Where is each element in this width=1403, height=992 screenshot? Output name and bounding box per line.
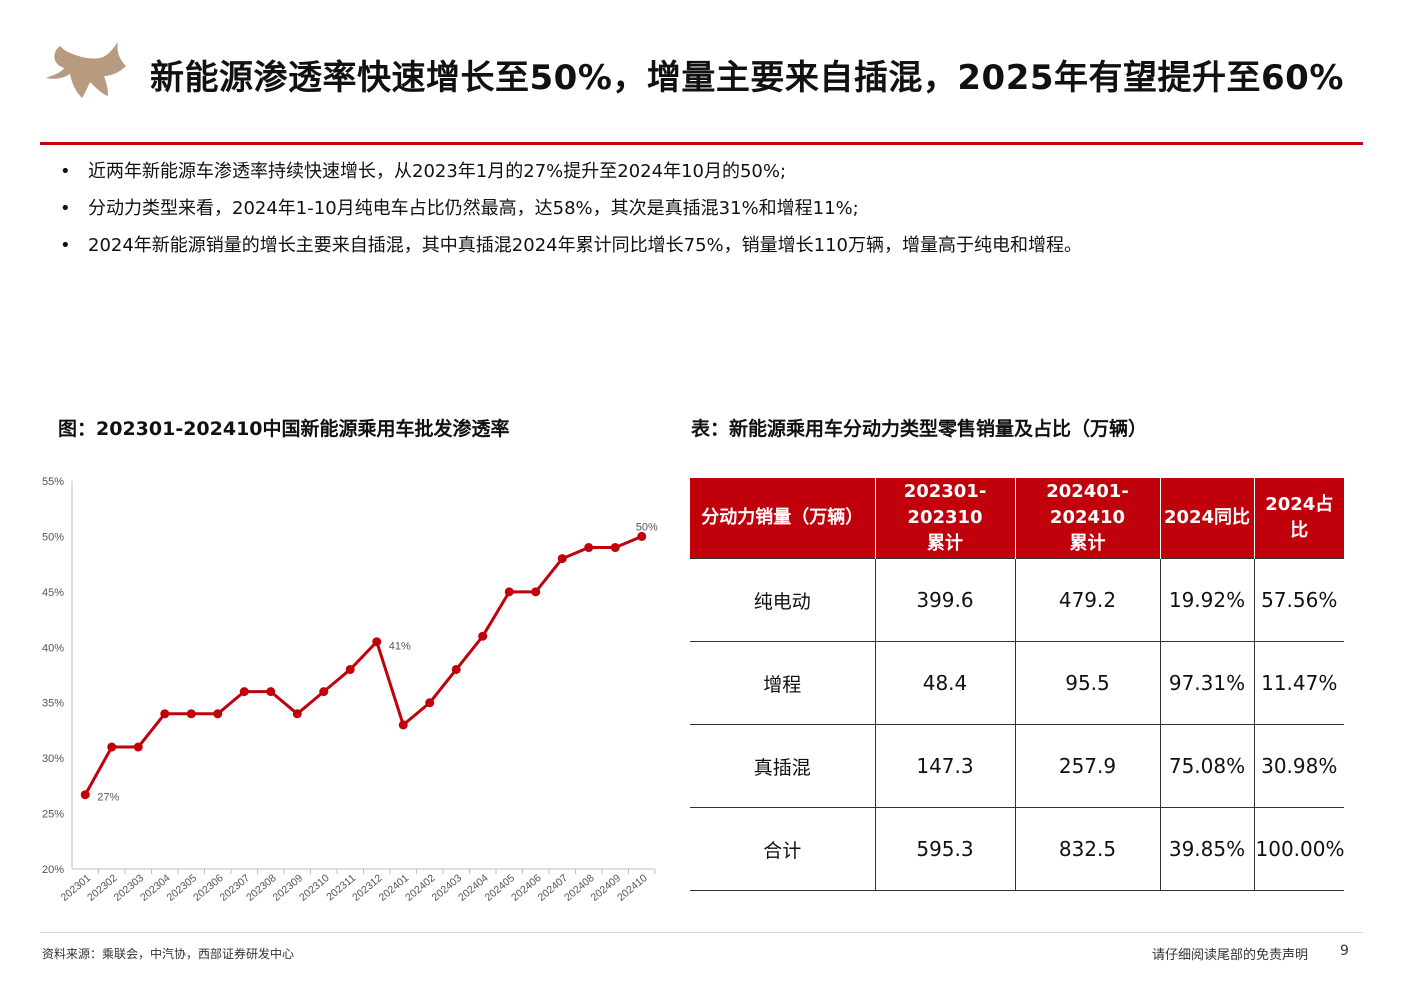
chart-title: 图：202301-202410中国新能源乘用车批发渗透率 [58, 418, 510, 440]
data-point [345, 664, 355, 674]
bullet-text: 分动力类型来看，2024年1-10月纯电车占比仍然最高，达58%，其次是真插混3… [88, 198, 859, 219]
table-cell: 11.47% [1253, 641, 1344, 725]
bullet-text: 近两年新能源车渗透率持续快速增长，从2023年1月的27%提升至2024年10月… [88, 161, 787, 182]
data-point [186, 709, 196, 719]
table-cell: 147.3 [874, 724, 1015, 808]
table-cell: 75.08% [1159, 724, 1254, 808]
x-tick-label: 202310 [297, 872, 332, 904]
data-point [637, 531, 647, 541]
table-cell: 399.6 [874, 558, 1015, 642]
table-cell: 48.4 [874, 641, 1015, 725]
data-point [425, 698, 435, 708]
data-point [266, 687, 276, 697]
table-cell: 97.31% [1159, 641, 1254, 725]
y-tick-label: 55% [42, 476, 64, 488]
data-point [584, 543, 594, 553]
table-title: 表：新能源乘用车分动力类型零售销量及占比（万辆） [691, 418, 1148, 440]
title-divider [40, 142, 1363, 145]
data-point [133, 742, 143, 752]
table-row: 纯电动 399.6 479.2 19.92% 57.56% [690, 558, 1344, 642]
table-row: 合计 595.3 832.5 39.85% 100.00% [690, 807, 1344, 891]
data-point [478, 631, 488, 641]
table-header-cell: 202401-202410 累计 [1014, 478, 1160, 559]
data-point [213, 709, 223, 719]
table-cell: 30.98% [1253, 724, 1344, 808]
data-label: 50% [636, 521, 658, 533]
data-label: 27% [97, 792, 119, 804]
penetration-line-chart: 20%25%30%35%40%45%50%55%2023012023022023… [42, 476, 658, 904]
table-cell: 95.5 [1014, 641, 1160, 725]
data-point [557, 554, 567, 564]
y-tick-label: 50% [42, 531, 64, 543]
data-point [451, 664, 461, 674]
data-point [398, 720, 408, 730]
bullet-text: 2024年新能源销量的增长主要来自插混，其中真插混2024年累计同比增长75%，… [88, 235, 1082, 256]
bullet-item: • 近两年新能源车渗透率持续快速增长，从2023年1月的27%提升至2024年1… [58, 153, 1358, 190]
table-cell-type: 纯电动 [690, 558, 875, 642]
y-tick-label: 20% [42, 864, 64, 876]
data-point [531, 587, 541, 597]
sales-table: 分动力销量（万辆） 202301-202310 累计 202401-202410 累… [690, 478, 1344, 891]
bullet-marker: • [60, 198, 71, 219]
data-point [319, 687, 329, 697]
bullet-marker: • [60, 235, 71, 256]
data-point [504, 587, 514, 597]
y-tick-label: 40% [42, 642, 64, 654]
data-point [610, 543, 620, 553]
y-tick-label: 30% [42, 753, 64, 765]
table-cell: 100.00% [1253, 807, 1344, 891]
series-line [83, 535, 643, 796]
table-cell-type: 增程 [690, 641, 875, 725]
page-title: 新能源渗透率快速增长至50%，增量主要来自插混，2025年有望提升至60% [150, 58, 1344, 98]
page-number: 9 [1340, 943, 1349, 959]
table-row: 真插混 147.3 257.9 75.08% 30.98% [690, 724, 1344, 808]
table-row: 增程 48.4 95.5 97.31% 11.47% [690, 641, 1344, 725]
table-cell: 257.9 [1014, 724, 1160, 808]
table-header-cell: 202301-202310 累计 [874, 478, 1015, 559]
table-cell-type: 真插混 [690, 724, 875, 808]
bullet-list: • 近两年新能源车渗透率持续快速增长，从2023年1月的27%提升至2024年1… [58, 153, 1358, 264]
y-tick-label: 25% [42, 809, 64, 821]
footer-divider [40, 932, 1363, 933]
x-tick-label: 202410 [615, 872, 650, 904]
data-label: 41% [389, 641, 411, 653]
data-point [239, 687, 249, 697]
table-cell: 832.5 [1014, 807, 1160, 891]
data-point [292, 709, 302, 719]
bullet-item: • 分动力类型来看，2024年1-10月纯电车占比仍然最高，达58%，其次是真插… [58, 190, 1358, 227]
bull-logo-icon [46, 42, 126, 98]
y-tick-label: 45% [42, 587, 64, 599]
y-tick-label: 35% [42, 698, 64, 710]
table-header-cell: 2024同比 [1159, 478, 1254, 559]
data-point [107, 742, 117, 752]
data-point [160, 709, 170, 719]
source-note: 资料来源：乘联会，中汽协，西部证券研发中心 [42, 947, 295, 961]
table-cell: 595.3 [874, 807, 1015, 891]
table-cell: 479.2 [1014, 558, 1160, 642]
table-cell: 39.85% [1159, 807, 1254, 891]
table-cell: 57.56% [1253, 558, 1344, 642]
table-header-cell: 2024占比 [1253, 478, 1344, 559]
disclaimer-link[interactable]: 请仔细阅读尾部的免责声明 [1152, 948, 1309, 963]
table-cell: 19.92% [1159, 558, 1254, 642]
bullet-marker: • [60, 161, 71, 182]
data-point [372, 637, 382, 647]
data-point [80, 790, 90, 800]
table-header-row: 分动力销量（万辆） 202301-202310 累计 202401-202410 累… [690, 478, 1344, 559]
table-header-cell: 分动力销量（万辆） [690, 478, 875, 559]
table-cell-type: 合计 [690, 807, 875, 891]
bullet-item: • 2024年新能源销量的增长主要来自插混，其中真插混2024年累计同比增长75… [58, 227, 1358, 264]
